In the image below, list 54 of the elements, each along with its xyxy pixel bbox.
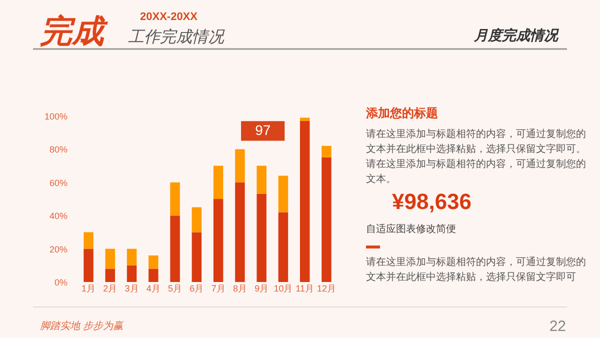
x-tick-label: 4月 [146, 284, 160, 294]
x-tick-label: 10月 [274, 284, 293, 294]
text: 月度完成情况 [473, 27, 560, 43]
chart-title: 完成 [40, 13, 109, 49]
y-tick-label: 0% [54, 278, 68, 288]
bar [213, 199, 224, 282]
annotation: 97 [255, 122, 271, 138]
text: 添加您的标题 [365, 106, 438, 120]
bar [235, 182, 245, 282]
text: ¥98,636 [392, 189, 472, 214]
x-tick-label: 7月 [211, 284, 226, 294]
chart-subtitle: 工作完成情况 [128, 28, 225, 46]
bar [192, 232, 202, 282]
bar [170, 182, 180, 216]
bar [170, 216, 180, 282]
text: 20XX-20XX [140, 11, 198, 23]
bar [278, 212, 288, 282]
bar [126, 265, 137, 282]
bar [300, 118, 310, 121]
text: 22 [549, 318, 566, 335]
bar [105, 248, 116, 269]
text: 请在这里添加与标题相符的内容，可通过复制您的文本并在此框中选择粘贴，选择只保留文字即可。请在这里添加与标题相符的内容，可通过复制您的文本。 [366, 128, 586, 185]
x-tick-label: 12月 [316, 284, 336, 294]
bar [84, 248, 94, 282]
bar [105, 268, 116, 282]
bar [126, 248, 137, 266]
bar [148, 268, 158, 282]
bar [278, 176, 288, 212]
bar [235, 149, 245, 182]
y-tick-label: 20% [49, 244, 68, 254]
bar [300, 120, 310, 282]
x-tick-label: 8月 [232, 284, 247, 294]
x-tick-label: 1月 [82, 284, 96, 294]
bar [192, 207, 202, 232]
y-tick-label: 80% [49, 144, 68, 155]
y-tick-label: 60% [49, 178, 68, 188]
bar [322, 158, 332, 282]
x-tick-label: 6月 [190, 284, 204, 294]
y-tick-label: 100% [44, 112, 68, 122]
bar [256, 166, 266, 194]
text: 请在这里添加与标题相符的内容，可通过复制您的文本并在此框中选择粘贴，选择只保留文字即可 [366, 256, 586, 283]
bar [256, 194, 266, 282]
bar [322, 146, 332, 158]
x-tick-label: 2月 [103, 284, 118, 294]
x-tick-label: 3月 [124, 284, 139, 294]
bar [84, 232, 94, 249]
bar [213, 166, 224, 199]
y-tick-label: 40% [49, 211, 68, 222]
x-tick-label: 11月 [296, 284, 314, 294]
x-tick-label: 5月 [168, 284, 182, 294]
text: 脚踏实地 步步为赢 [39, 320, 125, 332]
x-tick-label: 9月 [254, 284, 269, 294]
bar [148, 255, 158, 269]
text: 自适应图表修改简便 [366, 223, 456, 235]
